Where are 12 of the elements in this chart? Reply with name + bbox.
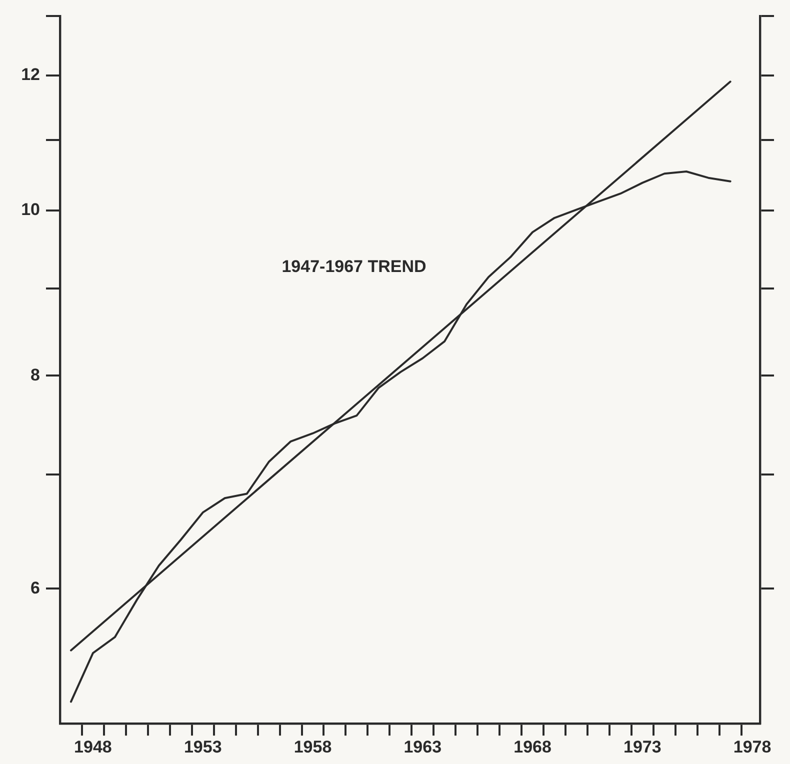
x-tick-label: 1958 — [294, 737, 332, 756]
x-tick-label: 1963 — [404, 737, 442, 756]
x-tick-label: 1948 — [74, 737, 112, 756]
annotation: 1947-1967 TREND — [282, 257, 426, 276]
x-tick-label: 1978 — [733, 737, 772, 756]
x-tick-label: 1973 — [624, 737, 662, 756]
y-tick-label: 8 — [30, 365, 40, 384]
y-tick-label: 12 — [21, 65, 40, 84]
y-tick-label: 6 — [30, 578, 40, 598]
x-tick-label: 1968 — [514, 737, 552, 756]
y-tick-label: 10 — [21, 200, 40, 220]
x-tick-label: 1953 — [184, 737, 222, 756]
